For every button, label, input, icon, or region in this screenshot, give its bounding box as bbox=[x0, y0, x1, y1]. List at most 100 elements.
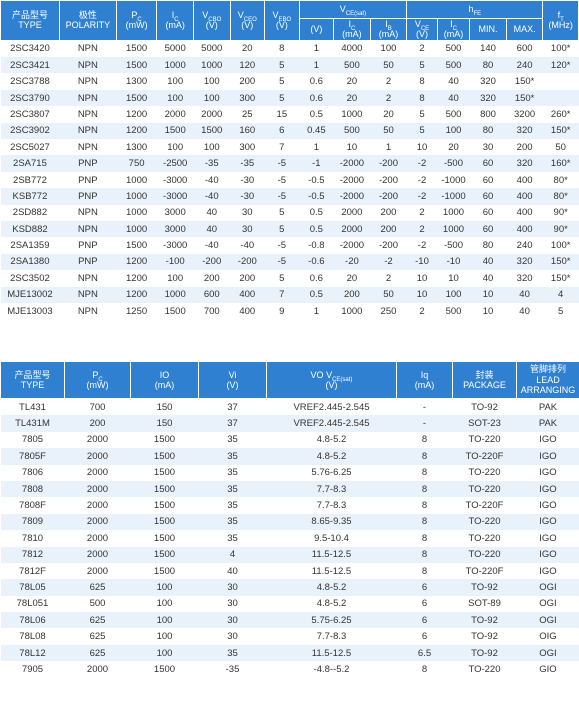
cell-lead-arranging: IGO bbox=[516, 513, 579, 531]
table-row: 78L12 625 100 35 11.5-12.5 6.5 TO-92 OGI bbox=[0, 644, 579, 662]
col-package: 封装 PACKAGE bbox=[452, 361, 517, 399]
cell-vi: 30 bbox=[198, 579, 267, 596]
cell-vcesat-ib: -200 bbox=[370, 155, 407, 172]
table1-header: 产品型号 TYPE 极性 POLARITY PC (mW) IC (mA) VCBO (V… bbox=[0, 0, 579, 41]
cell-type: 2SC3420 bbox=[0, 40, 60, 58]
cell-ft: 260* bbox=[542, 106, 579, 123]
cell-hfe-vce: -2 bbox=[406, 171, 438, 189]
cell-vcesat-v: 0.6 bbox=[299, 270, 334, 287]
cell-hfe-min: 30 bbox=[469, 139, 507, 156]
cell-hfe-max: 600 bbox=[506, 40, 543, 58]
cell-vcesat-v: 1 bbox=[299, 40, 334, 58]
cell-io: 150 bbox=[130, 398, 199, 416]
cell-vcesat-ib: -200 bbox=[370, 188, 407, 205]
cell-vo: 7.7-8.3 bbox=[266, 628, 397, 645]
cell-pc: 625 bbox=[64, 644, 131, 662]
cell-hfe-max: 150* bbox=[506, 89, 543, 107]
cell-iq: - bbox=[396, 415, 453, 432]
cell-vcesat-v: 1 bbox=[299, 57, 334, 74]
cell-iq: 8 bbox=[396, 497, 453, 514]
cell-hfe-vce: 2 bbox=[406, 40, 438, 58]
cell-pc: 2000 bbox=[64, 530, 131, 547]
cell-vcbo: 1000 bbox=[193, 57, 231, 74]
cell-vi: 37 bbox=[198, 415, 267, 432]
cell-hfe-vce: 5 bbox=[406, 57, 438, 74]
table-row: MJE13003 NPN 1250 1500 700 400 9 1 1000 250 2 500 10… bbox=[0, 302, 579, 320]
cell-type: 7812 bbox=[0, 546, 65, 563]
cell-type: MJE13003 bbox=[0, 302, 60, 320]
table-row: 78L06 625 100 30 5.75-6.25 6 TO-92 OGI bbox=[0, 612, 579, 629]
table-row: 2SD882 NPN 1000 3000 40 30 5 0.5 2000 200 2 1000 60 4… bbox=[0, 204, 579, 221]
cell-hfe-vce: 2 bbox=[406, 220, 438, 238]
cell-type: 78L12 bbox=[0, 644, 65, 662]
cell-package: TO-220F bbox=[452, 497, 517, 514]
cell-ic: 1000 bbox=[156, 57, 194, 74]
cell-vceo: 200 bbox=[230, 270, 265, 287]
cell-vcbo: 600 bbox=[193, 286, 231, 303]
cell-hfe-min: 60 bbox=[469, 155, 507, 172]
table-row: 2SA715 PNP 750 -2500 -35 -35 -5 -1 -2000 -200 -2 -5… bbox=[0, 155, 579, 172]
cell-package: TO-220F bbox=[452, 448, 517, 465]
cell-vceo: 25 bbox=[230, 106, 265, 123]
cell-hfe-ic: 500 bbox=[437, 106, 470, 123]
cell-vo: 7.7-8.3 bbox=[266, 480, 397, 498]
cell-iq: 6.5 bbox=[396, 644, 453, 662]
cell-vi: 30 bbox=[198, 612, 267, 629]
table-row: 2SC3421 NPN 1500 1000 1000 120 5 1 500 50 5 500 80 24… bbox=[0, 57, 579, 74]
cell-iq: 8 bbox=[396, 530, 453, 547]
cell-ft bbox=[542, 89, 579, 107]
cell-lead-arranging: GIO bbox=[516, 661, 579, 678]
cell-vcesat-ib: 50 bbox=[370, 286, 407, 303]
cell-vo: 9.5-10.4 bbox=[266, 530, 397, 547]
cell-hfe-ic: 100 bbox=[437, 286, 470, 303]
cell-ic: 1500 bbox=[156, 122, 194, 140]
cell-hfe-max: 320 bbox=[506, 122, 543, 140]
cell-vceo: 400 bbox=[230, 302, 265, 320]
table-row: 2SC5027 NPN 1300 100 100 300 7 1 10 1 10 20 30 200 50 bbox=[0, 139, 579, 156]
cell-type: 2SA1380 bbox=[0, 253, 60, 271]
cell-ic: -100 bbox=[156, 253, 194, 271]
cell-package: TO-92 bbox=[452, 398, 517, 416]
table-row: 7808F 2000 1500 35 7.7-8.3 8 TO-220F IGO bbox=[0, 497, 579, 514]
cell-pc: 1500 bbox=[116, 237, 157, 254]
cell-vcesat-ib: -2 bbox=[370, 253, 407, 271]
cell-hfe-ic: 20 bbox=[437, 139, 470, 156]
col-type: 产品型号 TYPE bbox=[0, 0, 60, 41]
cell-hfe-min: 800 bbox=[469, 106, 507, 123]
table-row: 2SB772 PNP 1000 -3000 -40 -30 -5 -0.5 -2000 -200-… bbox=[0, 171, 579, 189]
cell-vi: 35 bbox=[198, 464, 267, 481]
cell-vcesat-ib: 50 bbox=[370, 57, 407, 74]
cell-ft: 5 bbox=[542, 302, 579, 320]
cell-vi: 35 bbox=[198, 431, 267, 449]
cell-package: TO-220 bbox=[452, 513, 517, 531]
cell-hfe-min: 320 bbox=[469, 73, 507, 90]
table-row: 7809 2000 1500 35 8.65-9.35 8 TO-220 IGO bbox=[0, 513, 579, 531]
table-row: 7808 2000 1500 35 7.7-8.3 8 TO-220 IGO bbox=[0, 480, 579, 498]
cell-type: 78L06 bbox=[0, 612, 65, 629]
cell-polarity: NPN bbox=[59, 57, 117, 74]
cell-hfe-ic: 500 bbox=[437, 40, 470, 58]
cell-hfe-min: 320 bbox=[469, 89, 507, 107]
cell-polarity: PNP bbox=[59, 237, 117, 254]
cell-vceo: 30 bbox=[230, 220, 265, 238]
cell-hfe-vce: -2 bbox=[406, 188, 438, 205]
cell-vi: 30 bbox=[198, 628, 267, 645]
cell-vceo: -30 bbox=[230, 171, 265, 189]
cell-pc: 625 bbox=[64, 612, 131, 629]
cell-vebo: 5 bbox=[264, 270, 300, 287]
cell-polarity: NPN bbox=[59, 89, 117, 107]
cell-hfe-ic: 500 bbox=[437, 57, 470, 74]
cell-vcesat-ic: 1000 bbox=[333, 106, 371, 123]
col-ft: fT (MHz) bbox=[542, 0, 579, 41]
table-row: 7805F 2000 1500 35 4.8-5.2 8 TO-220F IGO bbox=[0, 448, 579, 465]
cell-vcesat-ic: -20 bbox=[333, 253, 371, 271]
cell-vebo: 5 bbox=[264, 89, 300, 107]
table-row: 2SC3902 NPN 1200 1500 1500 160 6 0.45 500 50 5 100 8… bbox=[0, 122, 579, 140]
cell-vceo: 160 bbox=[230, 122, 265, 140]
cell-vebo: -5 bbox=[264, 237, 300, 254]
table-row: 2SA1380 PNP 1200 -100 -200 -200 -5 -0.6 -20 -2 -10… bbox=[0, 253, 579, 271]
cell-vcesat-ic: -2000 bbox=[333, 171, 371, 189]
cell-type: 7805F bbox=[0, 448, 65, 465]
cell-vebo: -5 bbox=[264, 155, 300, 172]
cell-hfe-vce: 10 bbox=[406, 270, 438, 287]
